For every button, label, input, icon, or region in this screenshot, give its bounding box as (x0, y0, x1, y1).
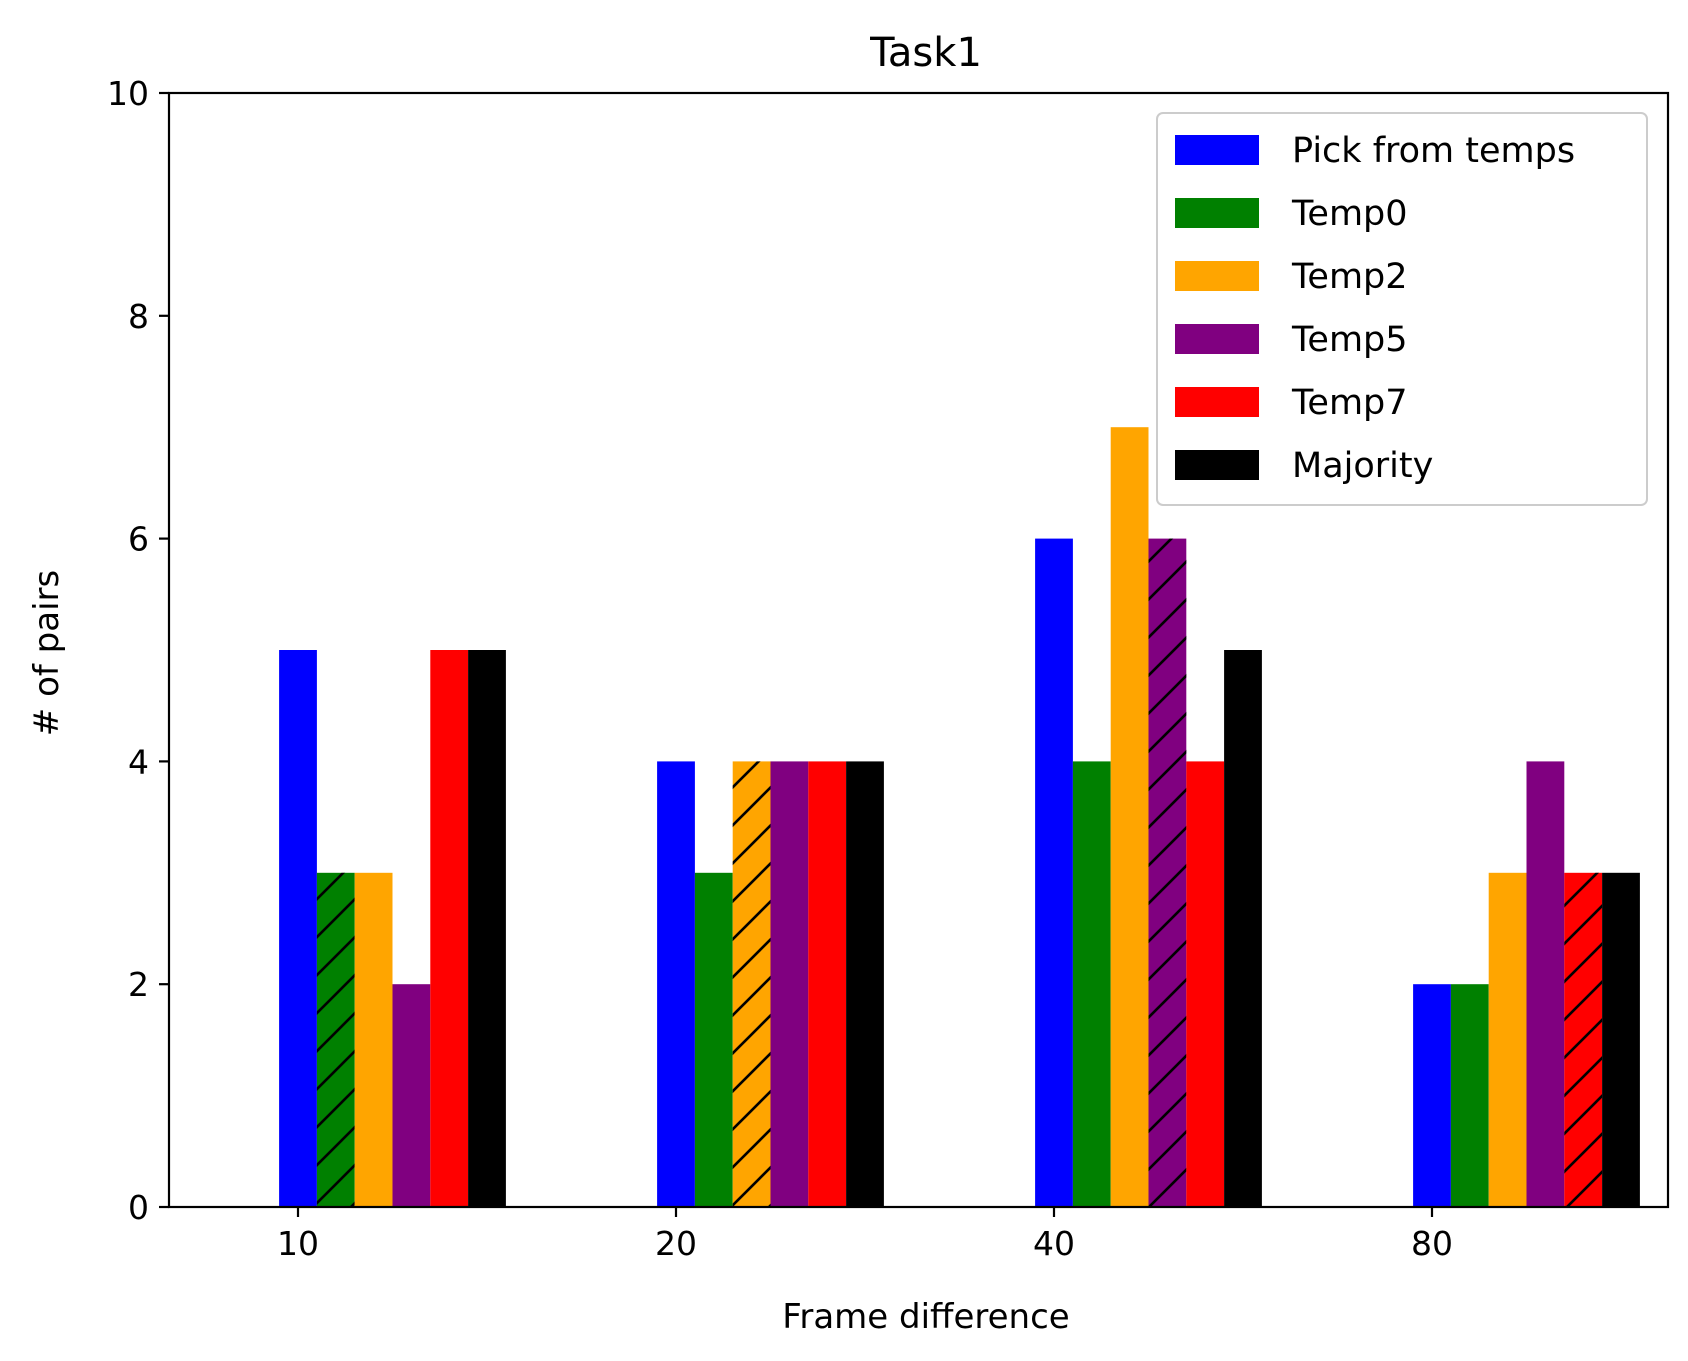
plot-frame (167, 91, 1670, 1209)
legend-swatch-temp5 (1175, 324, 1259, 354)
bar-majority-80 (1602, 872, 1640, 1207)
bar-majority-10 (468, 650, 506, 1207)
y-tick-label: 0 (128, 1188, 149, 1227)
bar-pick-from-temps-20 (657, 761, 695, 1207)
bar-pick-from-temps-40 (1035, 538, 1073, 1207)
legend-swatch-temp7 (1175, 387, 1259, 417)
legend-label-temp0: Temp0 (1291, 194, 1408, 234)
bar-temp5-10 (392, 984, 431, 1207)
chart-title: Task1 (869, 30, 982, 76)
bar-temp2-80 (1488, 872, 1527, 1207)
bar-temp5-20 (770, 761, 809, 1207)
bar-hatch-temp2-20 (732, 761, 771, 1207)
bar-hatch-temp5-40 (1148, 538, 1187, 1207)
bar-temp0-20 (694, 872, 733, 1207)
x-axis-label: Frame difference (782, 1297, 1069, 1337)
y-tick-label: 4 (128, 742, 149, 781)
x-tick-label: 20 (655, 1224, 697, 1263)
x-tick-label: 80 (1411, 1224, 1453, 1263)
bar-majority-40 (1224, 650, 1262, 1207)
y-tick-label: 6 (128, 520, 149, 559)
y-tick-label: 8 (128, 297, 149, 336)
axes-layer: 0 2 4 6 8 10 10 20 40 80 (107, 74, 1670, 1263)
legend-label-pick-from-temps: Pick from temps (1292, 131, 1575, 171)
bar-majority-20 (846, 761, 884, 1207)
bar-pick-from-temps-10 (279, 650, 317, 1207)
bar-hatch-temp7-80 (1564, 872, 1603, 1207)
y-tick-label: 10 (107, 74, 149, 113)
y-tick-label: 2 (128, 965, 149, 1004)
legend-swatch-temp0 (1175, 198, 1259, 228)
bar-temp0-40 (1072, 761, 1111, 1207)
bars-layer (279, 427, 1640, 1207)
bar-temp5-80 (1526, 761, 1565, 1207)
legend-swatch-temp2 (1175, 261, 1259, 291)
legend-label-temp7: Temp7 (1291, 383, 1408, 423)
legend-label-majority: Majority (1292, 446, 1433, 486)
legend-swatch-pick-from-temps (1175, 135, 1259, 165)
bar-temp7-20 (808, 761, 847, 1207)
bar-temp7-40 (1186, 761, 1225, 1207)
x-tick-label: 40 (1033, 1224, 1075, 1263)
legend: Pick from temps Temp0 Temp2 Temp5 Temp7 Major… (1156, 112, 1648, 506)
legend-label-temp5: Temp5 (1291, 320, 1408, 360)
legend-swatch-majority (1175, 450, 1259, 480)
legend-box (1156, 112, 1648, 506)
bar-temp0-80 (1450, 984, 1489, 1207)
bar-temp7-10 (430, 650, 469, 1207)
bar-temp2-40 (1110, 427, 1149, 1207)
bar-pick-from-temps-80 (1413, 984, 1451, 1207)
bar-temp2-10 (354, 872, 393, 1207)
y-axis-label: # of pairs (27, 570, 67, 736)
bar-hatch-temp0-10 (316, 872, 355, 1207)
legend-label-temp2: Temp2 (1291, 257, 1408, 297)
x-tick-label: 10 (277, 1224, 319, 1263)
